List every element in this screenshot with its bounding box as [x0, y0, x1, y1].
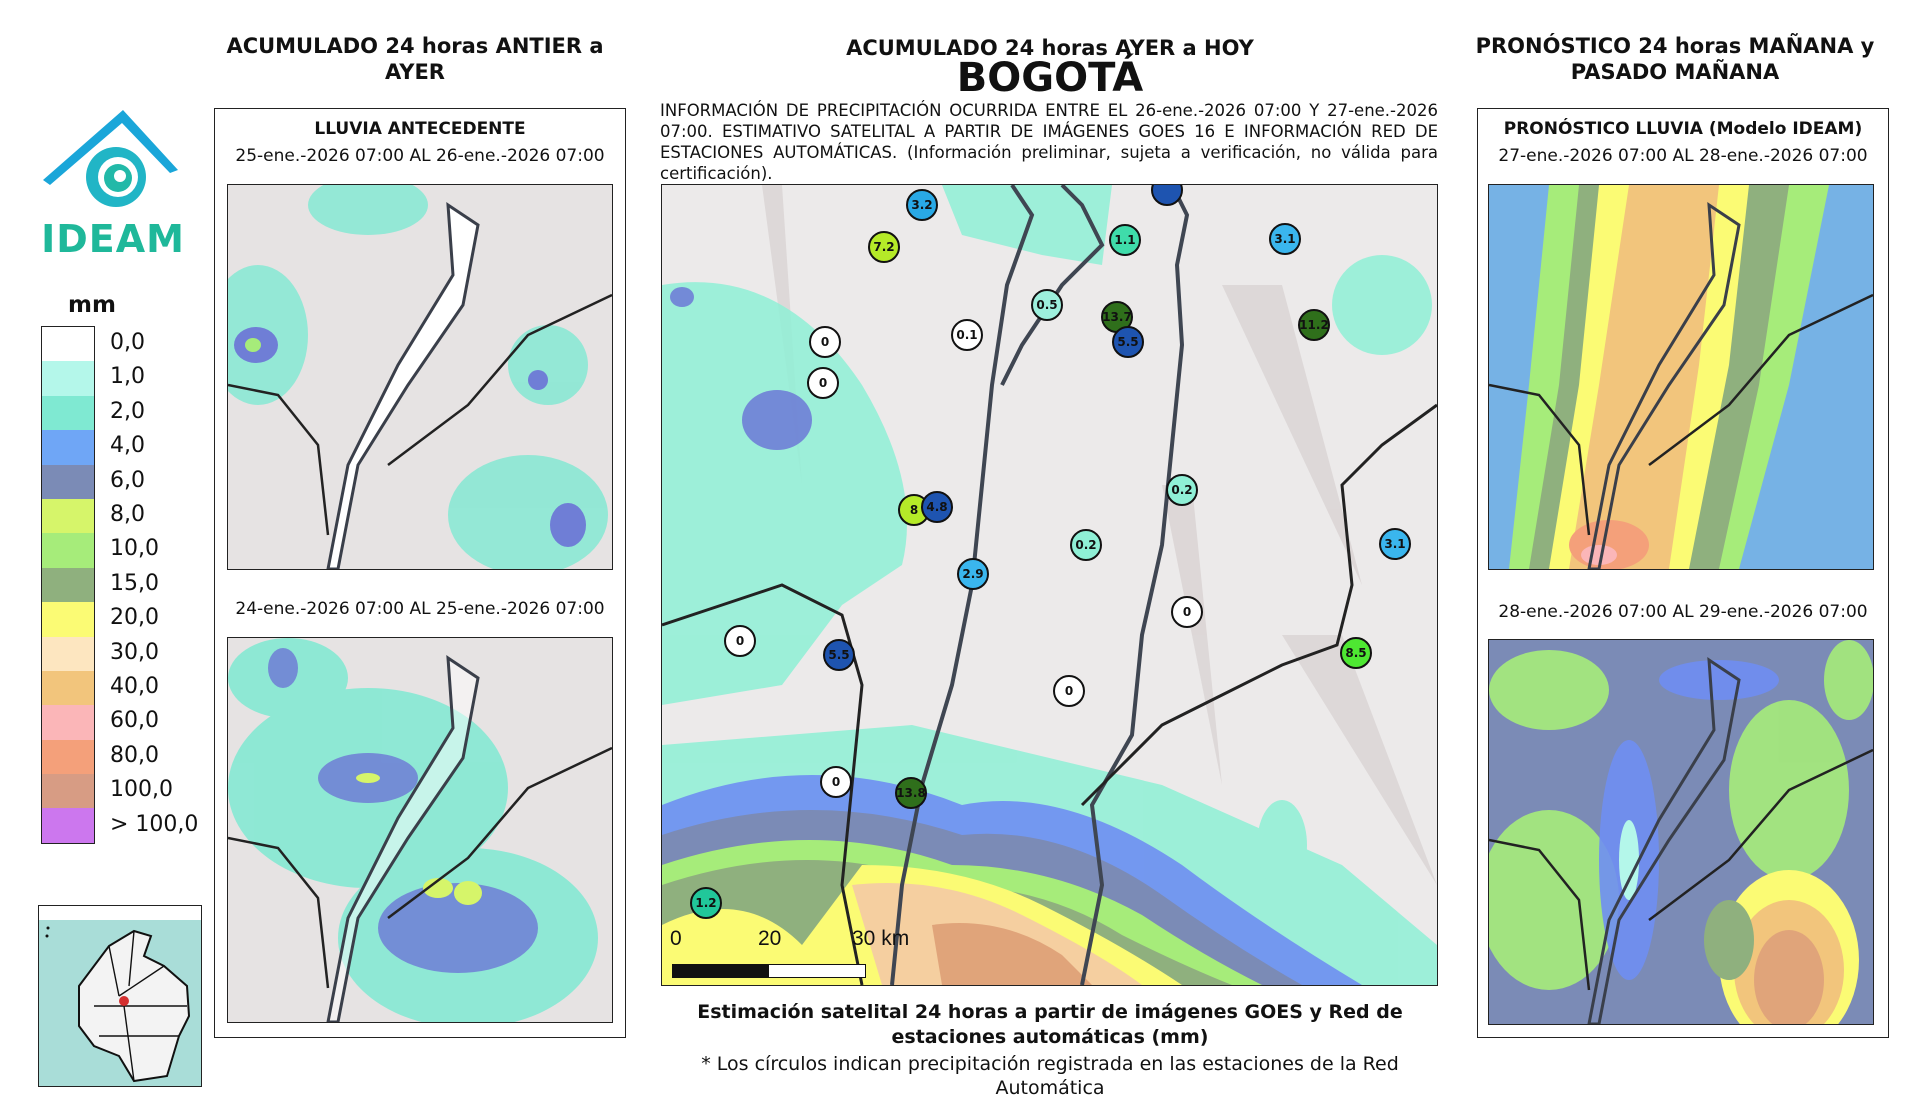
- center-description: INFORMACIÓN DE PRECIPITACIÓN OCURRIDA EN…: [660, 101, 1438, 183]
- station-marker[interactable]: 4.8: [921, 491, 953, 523]
- station-marker[interactable]: 5.5: [823, 639, 855, 671]
- right-panel: PRONÓSTICO LLUVIA (Modelo IDEAM) 27-ene.…: [1477, 108, 1889, 1038]
- legend-swatch: [42, 670, 94, 706]
- station-marker[interactable]: 3.1: [1269, 223, 1301, 255]
- legend-label: 8,0: [110, 502, 145, 527]
- station-marker[interactable]: 2.9: [957, 558, 989, 590]
- right-map-2: [1488, 639, 1874, 1025]
- legend-swatch: [42, 395, 94, 431]
- legend-swatch: [42, 705, 94, 740]
- station-marker[interactable]: 0: [724, 625, 756, 657]
- legend-swatch: [42, 636, 94, 671]
- legend-color-bar: [41, 326, 95, 844]
- right-panel-title: PRONÓSTICO LLUVIA (Modelo IDEAM): [1503, 119, 1863, 139]
- ideam-logo-icon: [43, 110, 178, 207]
- legend-label: 0,0: [110, 330, 145, 355]
- legend-unit: mm: [68, 292, 116, 318]
- legend-swatch: [42, 774, 94, 809]
- stations-note: * Los círculos indican precipitación reg…: [701, 1053, 1399, 1099]
- station-marker[interactable]: 5.5: [1112, 326, 1144, 358]
- legend-swatch: [42, 327, 94, 362]
- station-marker[interactable]: 13.7: [1101, 301, 1133, 333]
- station-marker[interactable]: 1.2: [690, 887, 722, 919]
- ideam-logo: IDEAM: [38, 105, 188, 261]
- forecast-rain-map-2: [1489, 640, 1873, 1024]
- station-marker[interactable]: 0: [809, 326, 841, 358]
- left-panel-title: LLUVIA ANTECEDENTE: [314, 119, 526, 139]
- legend-swatch: [42, 739, 94, 775]
- legend-label: 10,0: [110, 536, 159, 562]
- station-marker[interactable]: 3.1: [1379, 528, 1411, 560]
- station-marker[interactable]: 0: [820, 766, 852, 798]
- inset-location-map: [38, 905, 202, 1087]
- legend-label: 100,0: [110, 777, 173, 803]
- station-marker[interactable]: 3.2: [906, 189, 938, 221]
- right-map2-date: 28-ene.-2026 07:00 AL 29-ene.-2026 07:00: [1498, 602, 1868, 622]
- colombia-outline-icon: [39, 906, 201, 1083]
- legend-label: 40,0: [110, 674, 159, 699]
- right-map1-date: 27-ene.-2026 07:00 AL 28-ene.-2026 07:00: [1498, 146, 1868, 166]
- legend-label: 30,0: [110, 639, 159, 665]
- legend-swatch: [42, 567, 94, 603]
- station-marker[interactable]: 0.2: [1166, 474, 1198, 506]
- legend-label: 4,0: [110, 433, 145, 459]
- station-marker[interactable]: 0: [807, 367, 839, 399]
- legend-swatch: [42, 430, 94, 465]
- left-header: ACUMULADO 24 horas ANTIER a AYER: [226, 34, 604, 84]
- station-marker[interactable]: 0: [1053, 675, 1085, 707]
- station-marker[interactable]: 0.2: [1070, 529, 1102, 561]
- left-map-1: [227, 184, 613, 570]
- left-map-2: [227, 637, 613, 1023]
- scale-label-30km: 30 km: [852, 927, 910, 950]
- legend-label: 60,0: [110, 708, 159, 734]
- legend-label: 2,0: [110, 398, 145, 424]
- station-marker[interactable]: [1151, 185, 1183, 206]
- legend-swatch: [42, 464, 94, 499]
- antecedent-rain-map-2: [228, 638, 612, 1022]
- city-title: BOGOTÁ: [956, 55, 1144, 101]
- legend-label: > 100,0: [110, 811, 199, 837]
- center-header: ACUMULADO 24 horas AYER a HOY: [846, 36, 1254, 60]
- station-marker[interactable]: 1.1: [1109, 224, 1141, 256]
- legend-swatch: [42, 533, 94, 568]
- station-marker[interactable]: 0.1: [951, 319, 983, 351]
- center-caption: Estimación satelital 24 horas a partir d…: [697, 1001, 1403, 1048]
- forecast-rain-map-1: [1489, 185, 1873, 569]
- left-panel: LLUVIA ANTECEDENTE 25-ene.-2026 07:00 AL…: [214, 108, 626, 1038]
- legend-label: 15,0: [110, 570, 159, 596]
- left-map1-date: 25-ene.-2026 07:00 AL 26-ene.-2026 07:00: [235, 146, 605, 166]
- station-marker[interactable]: 8.5: [1340, 637, 1372, 669]
- legend-swatch: [42, 498, 94, 534]
- legend-swatch: [42, 361, 94, 396]
- legend-label: 80,0: [110, 742, 159, 768]
- scale-bar: [672, 964, 866, 978]
- station-marker[interactable]: 0.5: [1031, 289, 1063, 321]
- legend-label: 20,0: [110, 605, 159, 631]
- legend-label: 1,0: [110, 364, 145, 390]
- station-marker[interactable]: 11.2: [1298, 309, 1330, 341]
- antecedent-rain-map-1: [228, 185, 612, 569]
- right-header: PRONÓSTICO 24 horas MAÑANA y PASADO MAÑA…: [1475, 34, 1875, 84]
- station-marker[interactable]: 7.2: [868, 231, 900, 263]
- legend-label: 6,0: [110, 467, 145, 493]
- center-precipitation-map: 3.2 7.2 1.1 3.1 0.5 13.7 5.5 11.2 0 0.1 0 8 4.8 0.2 0.…: [661, 184, 1438, 986]
- scale-label-20: 20: [758, 927, 782, 950]
- station-marker[interactable]: 13.8: [895, 777, 927, 809]
- ideam-logo-text: IDEAM: [41, 217, 185, 261]
- right-map-1: [1488, 184, 1874, 570]
- left-map2-date: 24-ene.-2026 07:00 AL 25-ene.-2026 07:00: [235, 599, 605, 619]
- station-marker[interactable]: 0: [1171, 596, 1203, 628]
- legend-swatch: [42, 808, 94, 843]
- station-markers: 3.2 7.2 1.1 3.1 0.5 13.7 5.5 11.2 0 0.1 0 8 4.8 0.2 0.…: [662, 185, 1437, 985]
- legend-swatch: [42, 602, 94, 637]
- scale-label-0: 0: [670, 927, 682, 950]
